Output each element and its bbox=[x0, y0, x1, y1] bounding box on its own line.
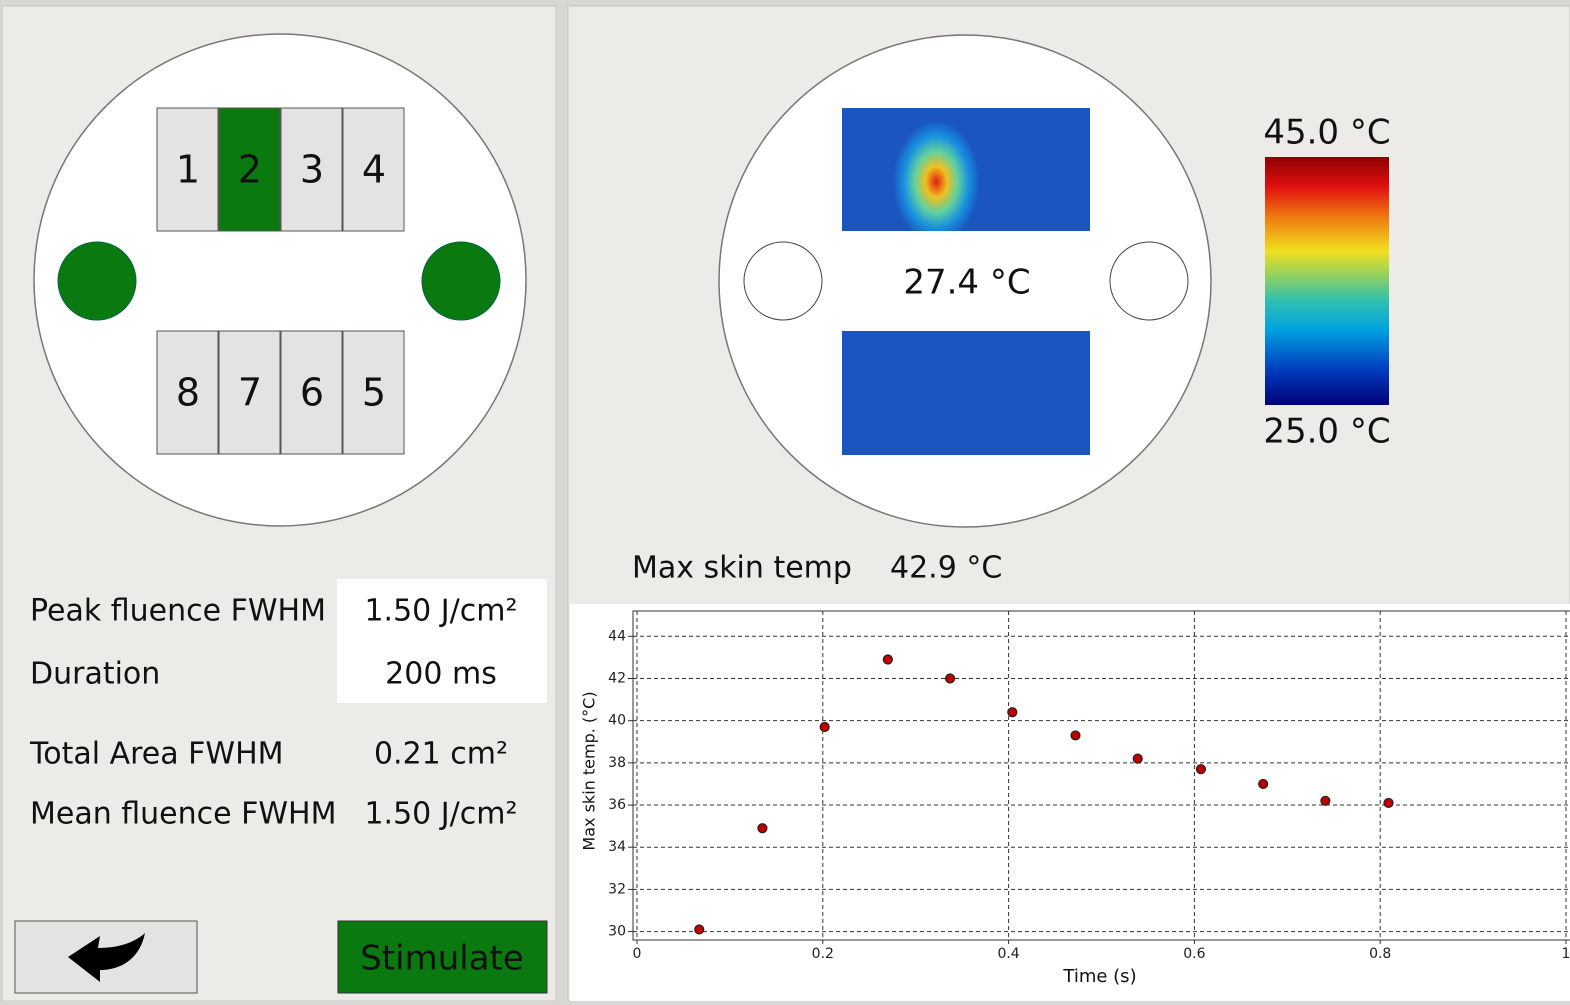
electrode-label: 3 bbox=[300, 148, 324, 192]
field-label: Duration bbox=[30, 657, 160, 692]
y-tick-label: 34 bbox=[608, 839, 626, 855]
y-tick-label: 44 bbox=[608, 628, 626, 644]
color-scale bbox=[1265, 157, 1389, 405]
data-point bbox=[1133, 754, 1142, 763]
data-point bbox=[1008, 708, 1017, 717]
x-tick-label: 0 bbox=[633, 946, 642, 962]
marker bbox=[58, 242, 136, 320]
y-tick-label: 36 bbox=[608, 797, 626, 813]
data-point bbox=[1259, 779, 1268, 788]
marker bbox=[744, 242, 822, 320]
y-axis-label: Max skin temp. (°C) bbox=[580, 691, 599, 850]
scale-max: 45.0 °C bbox=[1263, 113, 1390, 153]
electrode-label: 8 bbox=[176, 371, 200, 415]
electrode-label: 2 bbox=[238, 148, 262, 192]
data-point bbox=[695, 925, 704, 934]
electrode-label: 7 bbox=[238, 371, 262, 415]
field-label: Mean fluence FWHM bbox=[30, 797, 337, 832]
electrode-label: 5 bbox=[362, 371, 386, 415]
data-point bbox=[1321, 796, 1330, 805]
x-tick-label: 0.8 bbox=[1369, 946, 1391, 962]
marker bbox=[1110, 242, 1188, 320]
x-axis-label: Time (s) bbox=[1062, 966, 1136, 987]
field-label: Peak fluence FWHM bbox=[30, 594, 326, 629]
electrode-label: 4 bbox=[362, 148, 386, 192]
max-temp-value: 42.9 °C bbox=[890, 551, 1002, 586]
button-label: Stimulate bbox=[360, 939, 524, 979]
max-temp-label: Max skin temp bbox=[632, 551, 852, 586]
y-tick-label: 32 bbox=[608, 881, 626, 897]
y-tick-label: 42 bbox=[608, 670, 626, 686]
field-value: 1.50 J/cm² bbox=[364, 797, 517, 832]
data-point bbox=[820, 722, 829, 731]
field-label: Total Area FWHM bbox=[29, 737, 284, 772]
electrode-label: 6 bbox=[300, 371, 324, 415]
x-tick-label: 0.4 bbox=[997, 946, 1019, 962]
y-tick-label: 38 bbox=[608, 755, 626, 771]
electrode-label: 1 bbox=[176, 148, 200, 192]
data-point bbox=[1384, 798, 1393, 807]
data-point bbox=[1196, 765, 1205, 774]
chart-area bbox=[570, 604, 1570, 1001]
x-tick-label: 0.2 bbox=[812, 946, 834, 962]
data-point bbox=[758, 824, 767, 833]
field-value: 200 ms bbox=[385, 657, 497, 692]
field-value: 0.21 cm² bbox=[374, 737, 508, 772]
scale-min: 25.0 °C bbox=[1263, 412, 1390, 452]
field-value: 1.50 J/cm² bbox=[364, 594, 517, 629]
center-temp: 27.4 °C bbox=[903, 263, 1030, 303]
x-tick-label: 1 bbox=[1562, 946, 1570, 962]
marker bbox=[422, 242, 500, 320]
x-tick-label: 0.6 bbox=[1183, 946, 1205, 962]
y-tick-label: 30 bbox=[608, 924, 626, 940]
y-tick-label: 40 bbox=[608, 713, 626, 729]
data-point bbox=[946, 674, 955, 683]
thermal-image-bottom bbox=[842, 331, 1090, 455]
thermal-image-top bbox=[842, 108, 1090, 231]
data-point bbox=[883, 655, 892, 664]
data-point bbox=[1071, 731, 1080, 740]
